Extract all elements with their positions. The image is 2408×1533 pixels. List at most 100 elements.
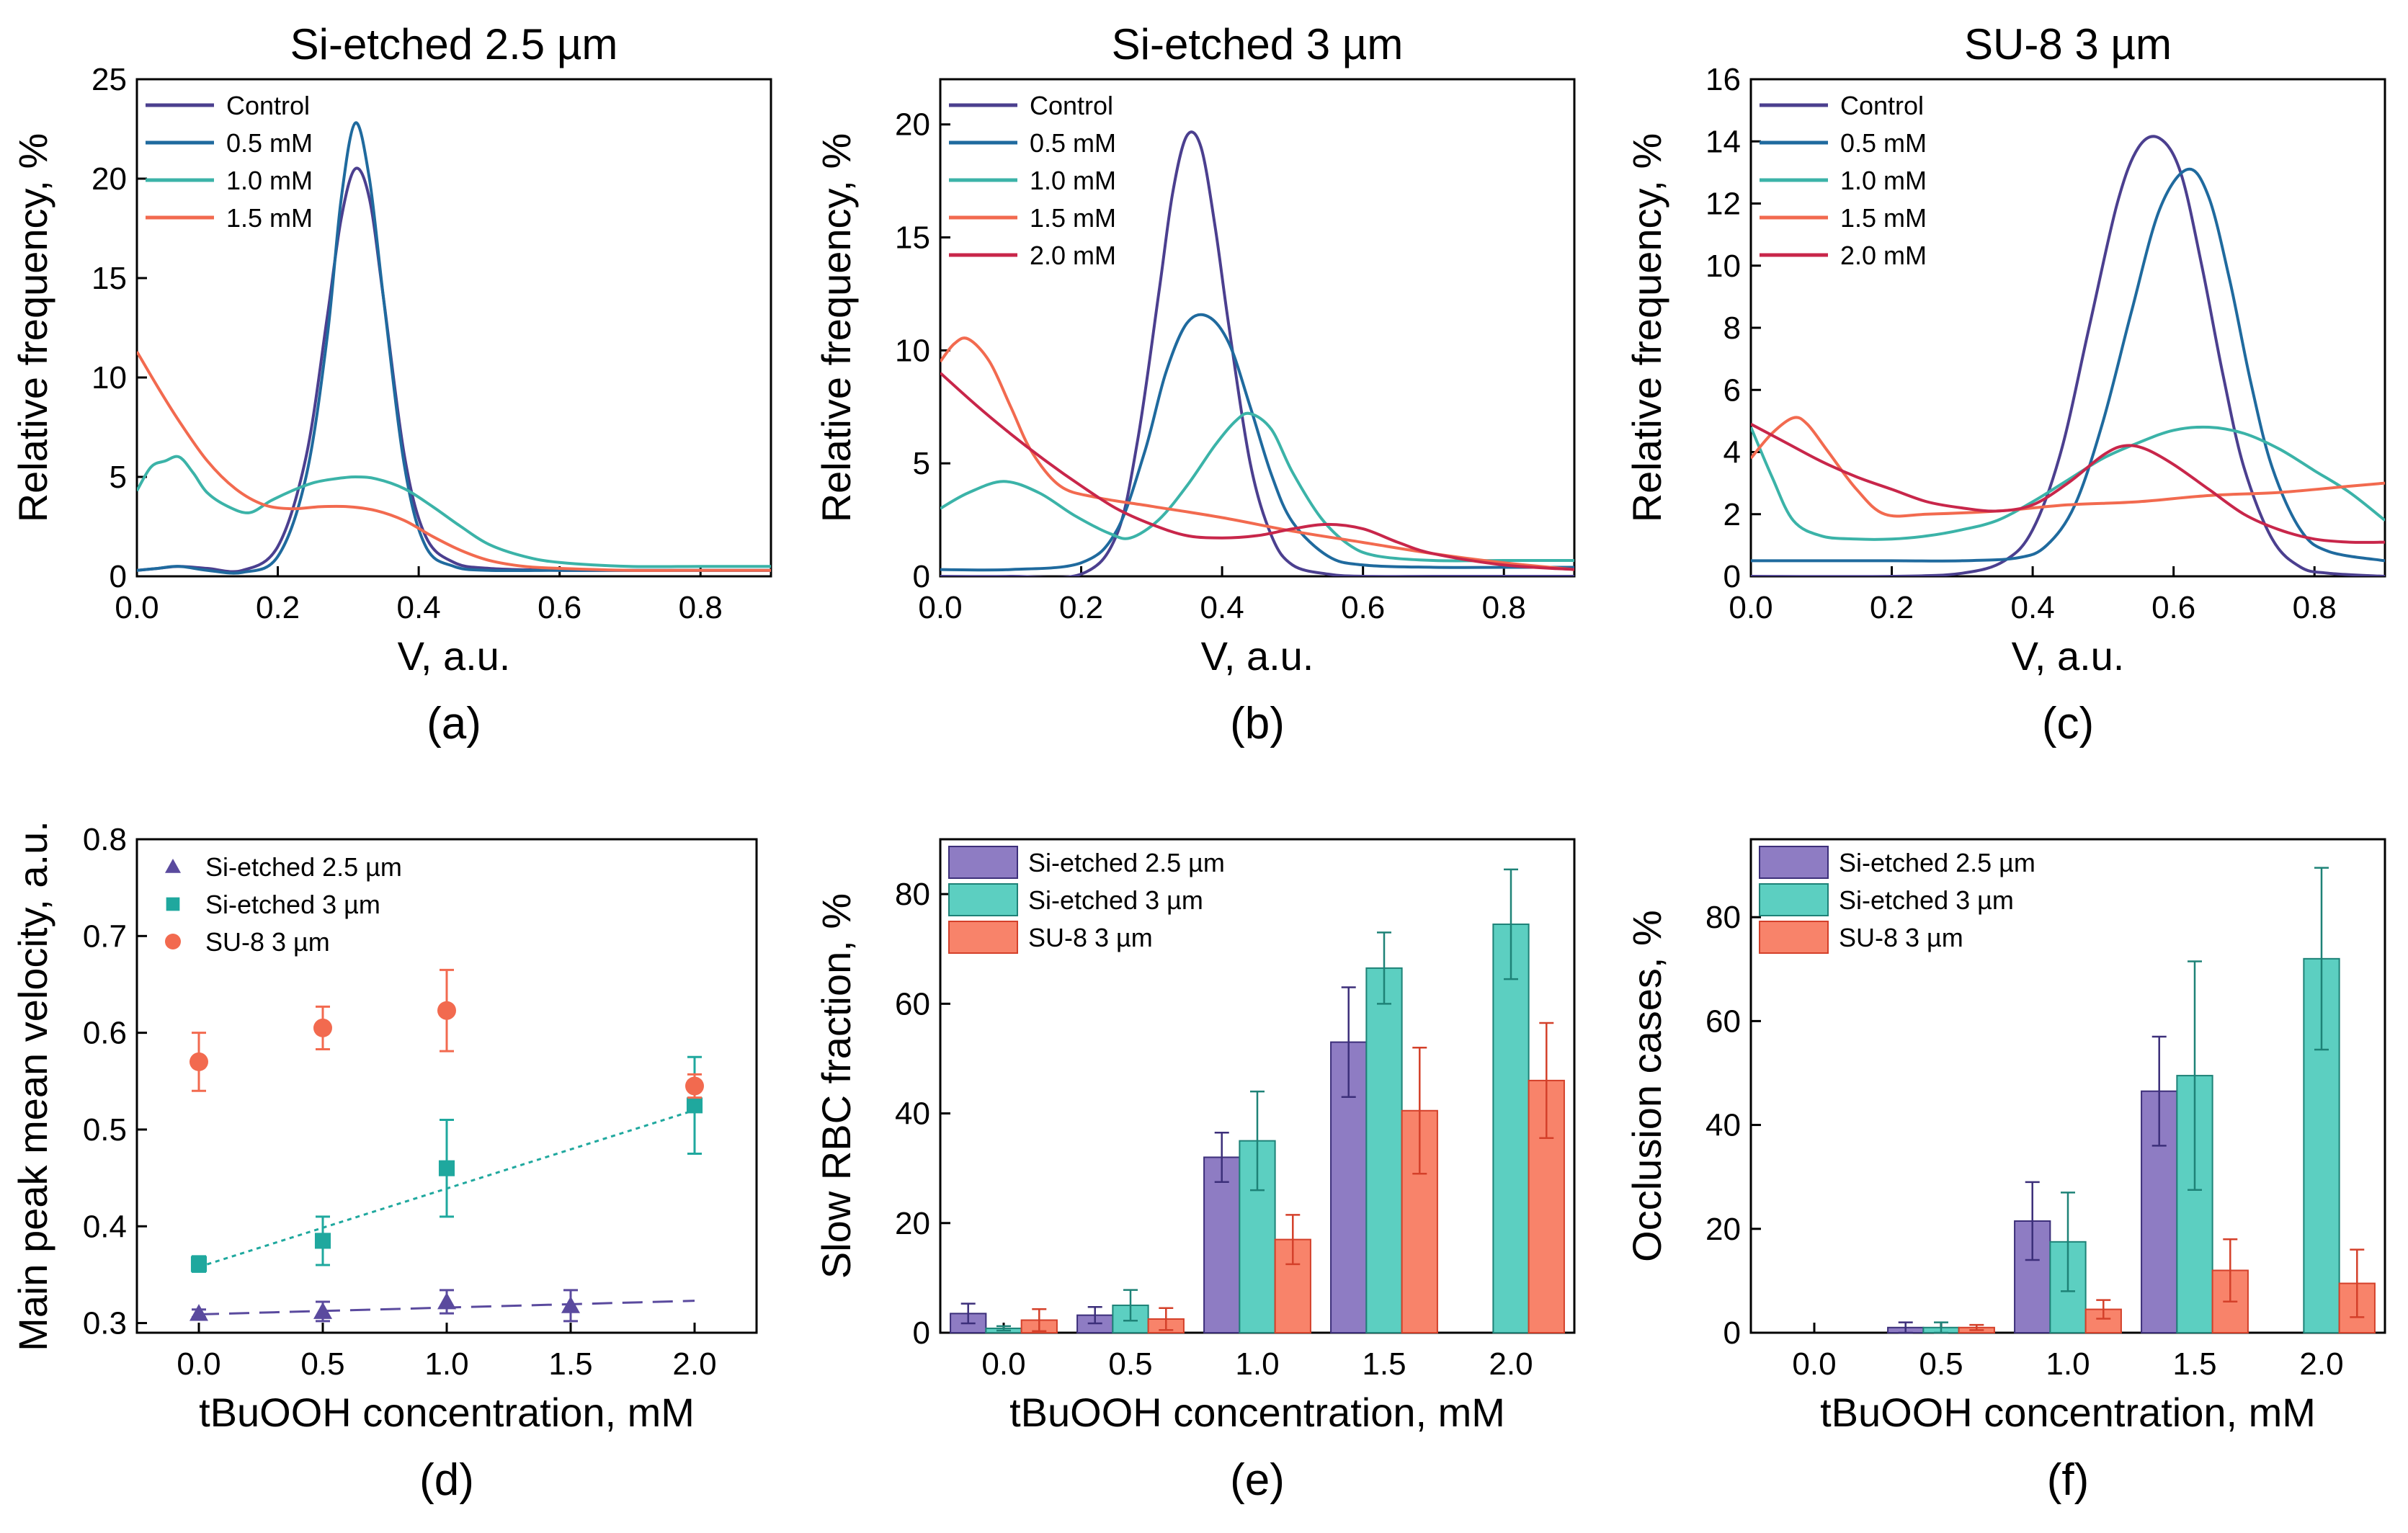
triangle-marker	[165, 859, 181, 873]
y-tick-label: 5	[913, 446, 930, 481]
panel-d: 0.0 0.5 1.0 1.5 2.0 0.3 0.4 0.5 0.6 0.7 0.8 tBuOOH …	[10, 821, 758, 1505]
y-tick-label: 10	[1705, 249, 1741, 284]
x-tick-label: 2.0	[672, 1346, 716, 1382]
triangle-marker	[437, 1292, 456, 1310]
x-tick-label: 2.0	[1489, 1346, 1533, 1382]
legend-label: Control	[1840, 91, 1924, 120]
y-tick-label: 0.4	[83, 1209, 127, 1244]
y-tick-label: 10	[92, 360, 127, 395]
y-tick-label: 10	[895, 333, 930, 368]
triangle-marker	[561, 1296, 580, 1313]
legend-label: Si-etched 3 µm	[205, 890, 380, 919]
panel-e: 0.0 0.5 1.0 1.5 2.0 0 20 40 60 80 tBuOOH concentra…	[813, 838, 1576, 1505]
x-axis-label: tBuOOH concentration, mM	[1009, 1390, 1505, 1435]
y-tick-label: 6	[1723, 372, 1741, 408]
legend-label: 1.5 mM	[226, 203, 313, 233]
circle-marker	[165, 934, 181, 949]
y-tick-label: 40	[895, 1096, 930, 1132]
panel-label: (a)	[427, 699, 481, 748]
y-tick-label: 20	[895, 107, 930, 143]
y-tick-label: 25	[92, 62, 127, 97]
legend-label: 2.0 mM	[1840, 241, 1927, 270]
y-tick-label: 0.5	[83, 1112, 127, 1148]
triangle-marker	[313, 1302, 332, 1319]
panel-label: (e)	[1230, 1455, 1285, 1505]
square-marker	[166, 897, 180, 911]
y-tick-label: 8	[1723, 310, 1741, 346]
legend-swatch	[1759, 883, 1829, 916]
x-tick-label: 1.0	[2046, 1346, 2090, 1382]
legend-swatch	[1759, 846, 1829, 879]
series-line-1.0-mm	[940, 411, 1574, 563]
legend-swatch	[1759, 921, 1829, 954]
y-tick-label: 5	[110, 460, 127, 495]
x-tick-label: 1.0	[1235, 1346, 1279, 1382]
series-line-0.5-mm	[1751, 167, 2385, 563]
plot-frame	[939, 78, 1576, 578]
x-tick-label: 0.2	[1870, 590, 1914, 625]
panel-title: Si-etched 2.5 µm	[290, 20, 618, 68]
x-axis-label: V, a.u.	[2012, 633, 2125, 679]
panel-c: 0.0 0.2 0.4 0.6 0.8 0 2 4 6 8 10 12 14 16 V, a.u. Relat…	[1624, 20, 2386, 748]
square-marker	[438, 1160, 455, 1176]
legend-label: 1.0 mM	[1030, 166, 1116, 195]
panel-b: 0.0 0.2 0.4 0.6 0.8 0 5 10 15 20 V, a.u. Relative f…	[813, 20, 1576, 748]
circle-marker	[685, 1076, 704, 1096]
x-axis-label: V, a.u.	[1201, 633, 1314, 679]
x-tick-label: 0.2	[1059, 590, 1103, 625]
series-line-1.5-mm	[1751, 416, 2385, 518]
y-tick-label: 0	[110, 559, 127, 594]
legend-swatch	[948, 921, 1018, 954]
legend-label: Si-etched 2.5 µm	[205, 852, 402, 882]
y-tick-label: 20	[1705, 1212, 1741, 1247]
panel-label: (d)	[419, 1455, 474, 1505]
x-tick-label: 0.4	[1200, 590, 1244, 625]
x-axis-label: tBuOOH concentration, mM	[199, 1390, 695, 1435]
y-tick-label: 20	[895, 1206, 930, 1241]
y-tick-label: 0.3	[83, 1306, 127, 1341]
legend-label: SU-8 3 µm	[205, 927, 330, 957]
x-tick-label: 0.4	[397, 590, 441, 625]
y-tick-label: 0.8	[83, 822, 127, 857]
series-line-2.0-mm	[1751, 422, 2385, 544]
x-tick-label: 0.8	[679, 590, 723, 625]
x-tick-label: 0.6	[2151, 590, 2195, 625]
square-marker	[190, 1256, 208, 1272]
x-tick-label: 1.0	[424, 1346, 468, 1382]
legend-label: Si-etched 3 µm	[1839, 885, 2014, 915]
panel-label: (f)	[2047, 1455, 2090, 1505]
legend-label: 1.0 mM	[226, 166, 313, 195]
y-axis-label: Relative frequency, %	[813, 133, 859, 523]
legend-label: 0.5 mM	[1030, 128, 1116, 158]
legend-label: Si-etched 3 µm	[1028, 885, 1203, 915]
y-tick-label: 14	[1705, 124, 1741, 159]
y-tick-label: 60	[895, 986, 930, 1022]
series-line-control	[940, 130, 1574, 576]
y-tick-label: 0.6	[83, 1016, 127, 1051]
y-tick-label: 80	[895, 877, 930, 912]
legend-label: 1.5 mM	[1030, 203, 1116, 233]
legend-label: 0.5 mM	[226, 128, 313, 158]
x-tick-label: 1.5	[1362, 1346, 1406, 1382]
x-tick-label: 0.5	[1919, 1346, 1963, 1382]
legend-label: Si-etched 2.5 µm	[1839, 848, 2035, 877]
x-tick-label: 0.0	[918, 590, 962, 625]
y-tick-label: 0	[1723, 1315, 1741, 1351]
series-line-1.5-mm	[137, 351, 771, 572]
legend-label: 0.5 mM	[1840, 128, 1927, 158]
x-tick-label: 0.5	[1108, 1346, 1152, 1382]
x-tick-label: 0.4	[2011, 590, 2055, 625]
y-tick-label: 0.7	[83, 919, 127, 954]
x-tick-label: 0.2	[256, 590, 300, 625]
series-line-control	[1751, 135, 2385, 576]
x-tick-label: 0.8	[1482, 590, 1526, 625]
x-tick-label: 0.8	[2293, 590, 2337, 625]
triangle-marker	[189, 1304, 208, 1321]
panel-title: SU-8 3 µm	[1964, 20, 2172, 68]
circle-marker	[189, 1052, 208, 1071]
y-tick-label: 12	[1705, 187, 1741, 222]
legend-swatch	[948, 883, 1018, 916]
panel-a: 0.0 0.2 0.4 0.6 0.8 0 5 10 15 20 25 V, a.u. Relative…	[10, 20, 772, 748]
y-tick-label: 16	[1705, 62, 1741, 97]
